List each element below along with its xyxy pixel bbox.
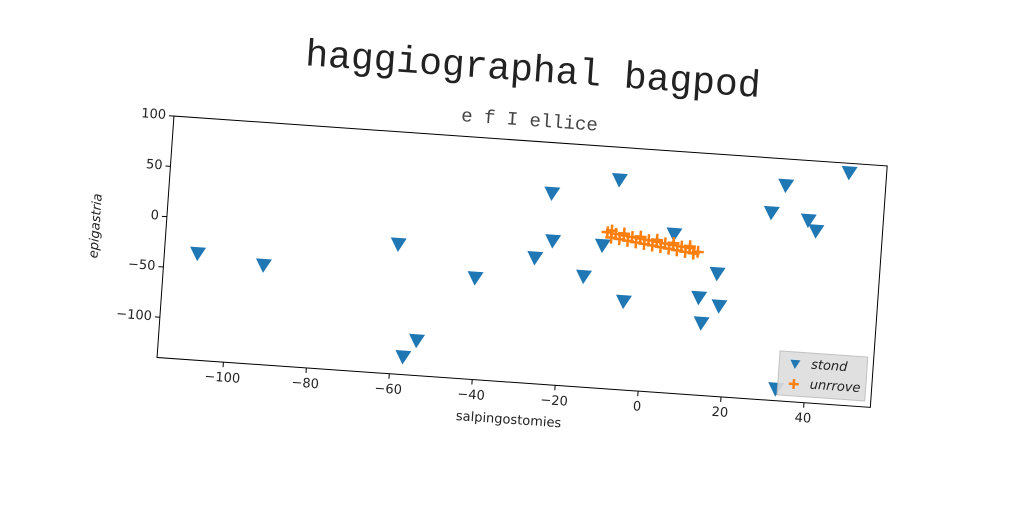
point [390, 237, 407, 252]
point [594, 238, 611, 254]
point [691, 290, 708, 306]
point [615, 294, 632, 310]
x-tick-label: 40 [794, 411, 812, 427]
point [395, 349, 412, 365]
y-tick-label: 0 [150, 208, 159, 224]
point [650, 233, 664, 246]
point [709, 266, 726, 282]
point [667, 236, 680, 250]
x-tick-label: 0 [632, 399, 641, 415]
point [763, 205, 780, 221]
x-tick-label: −80 [291, 375, 319, 392]
point [409, 333, 426, 349]
legend-marker [788, 378, 799, 390]
x-axis-label: salpingostomies [455, 409, 562, 431]
y-axis-label: epigastria [86, 193, 105, 259]
plot-area [156, 115, 888, 408]
point [467, 271, 484, 286]
x-tick-label: 20 [711, 405, 729, 421]
point [527, 251, 544, 266]
point [605, 224, 618, 237]
point [611, 173, 628, 188]
legend-box [776, 350, 869, 402]
y-tick-label: −50 [128, 257, 156, 274]
point [808, 224, 825, 239]
point [576, 269, 593, 285]
point [190, 246, 207, 262]
y-tick-label: 50 [145, 157, 163, 173]
point [255, 258, 272, 273]
x-tick-label: −40 [457, 387, 485, 404]
legend-label: unrrove [809, 378, 861, 397]
y-tick-label: 100 [141, 106, 167, 123]
legend-label: stond [811, 358, 849, 376]
point [683, 240, 696, 253]
point [841, 165, 858, 181]
point [666, 227, 683, 242]
point [711, 299, 728, 314]
x-tick-label: −100 [204, 369, 241, 386]
point [691, 245, 704, 258]
point [634, 230, 647, 243]
point [545, 234, 562, 249]
point [693, 316, 710, 331]
x-tick-label: −60 [374, 381, 402, 398]
point [618, 227, 631, 240]
point [800, 213, 817, 229]
legend-marker [790, 359, 801, 370]
y-tick-label: −100 [116, 307, 153, 324]
x-tick-label: −20 [540, 393, 568, 410]
point [778, 178, 795, 194]
point [544, 186, 561, 202]
